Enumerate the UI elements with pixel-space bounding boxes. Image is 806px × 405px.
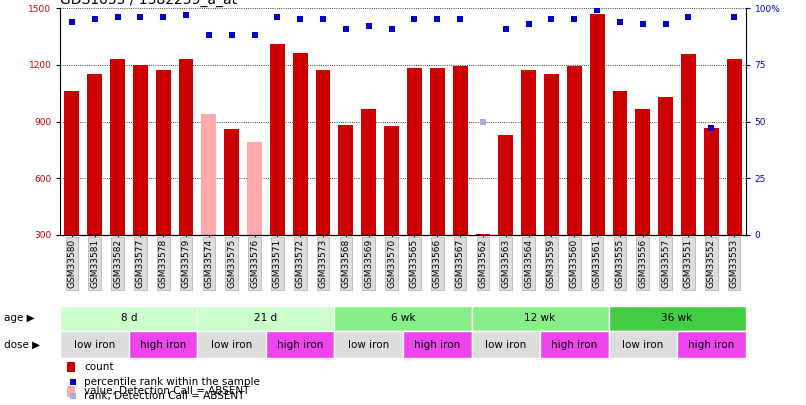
Bar (110, 59, 125, 235)
Text: low iron: low iron (211, 340, 252, 350)
Bar (133, 65, 147, 235)
Text: high iron: high iron (277, 340, 323, 350)
Bar (727, 59, 742, 235)
Bar (60, 306, 197, 331)
Text: count: count (85, 362, 114, 372)
Bar (270, 44, 285, 235)
Text: 12 wk: 12 wk (525, 313, 555, 323)
Bar (68, 386, 75, 396)
Bar (544, 74, 559, 235)
Bar (521, 70, 536, 235)
Text: rank, Detection Call = ABSENT: rank, Detection Call = ABSENT (85, 391, 245, 401)
Text: age ▶: age ▶ (4, 313, 35, 323)
Bar (677, 331, 746, 358)
Text: low iron: low iron (485, 340, 526, 350)
Bar (197, 331, 266, 358)
Text: low iron: low iron (348, 340, 389, 350)
Bar (472, 331, 540, 358)
Bar (384, 126, 399, 235)
Bar (407, 68, 422, 235)
Bar (224, 129, 239, 235)
Text: 21 d: 21 d (255, 313, 277, 323)
Bar (361, 109, 376, 235)
Text: 6 wk: 6 wk (391, 313, 415, 323)
Bar (704, 128, 719, 235)
Bar (403, 331, 472, 358)
Bar (64, 91, 79, 235)
Text: high iron: high iron (140, 340, 186, 350)
Bar (472, 306, 609, 331)
Text: low iron: low iron (74, 340, 115, 350)
Bar (613, 91, 627, 235)
Text: dose ▶: dose ▶ (4, 340, 40, 350)
Text: high iron: high iron (688, 340, 734, 350)
Bar (156, 70, 171, 235)
Bar (609, 331, 677, 358)
Bar (609, 306, 746, 331)
Bar (659, 97, 673, 235)
Bar (567, 66, 582, 235)
Text: percentile rank within the sample: percentile rank within the sample (85, 377, 260, 387)
Bar (681, 54, 696, 235)
Bar (247, 142, 262, 235)
Text: low iron: low iron (622, 340, 663, 350)
Bar (430, 68, 445, 235)
Text: 8 d: 8 d (121, 313, 137, 323)
Bar (334, 306, 472, 331)
Bar (60, 331, 129, 358)
Bar (339, 125, 353, 235)
Bar (197, 306, 334, 331)
Text: high iron: high iron (551, 340, 597, 350)
Text: GDS1055 / 1382259_a_at: GDS1055 / 1382259_a_at (60, 0, 238, 7)
Text: value, Detection Call = ABSENT: value, Detection Call = ABSENT (85, 386, 250, 396)
Bar (476, 234, 490, 235)
Bar (590, 14, 604, 235)
Bar (293, 53, 308, 235)
Bar (498, 135, 513, 235)
Bar (202, 114, 216, 235)
Bar (266, 331, 334, 358)
Bar (129, 331, 197, 358)
Bar (87, 74, 102, 235)
Bar (316, 70, 330, 235)
Bar (179, 59, 193, 235)
Text: high iron: high iron (414, 340, 460, 350)
Bar (635, 109, 650, 235)
Bar (334, 331, 403, 358)
Bar (540, 331, 609, 358)
Text: 36 wk: 36 wk (662, 313, 692, 323)
Bar (453, 66, 467, 235)
Bar (68, 362, 75, 373)
